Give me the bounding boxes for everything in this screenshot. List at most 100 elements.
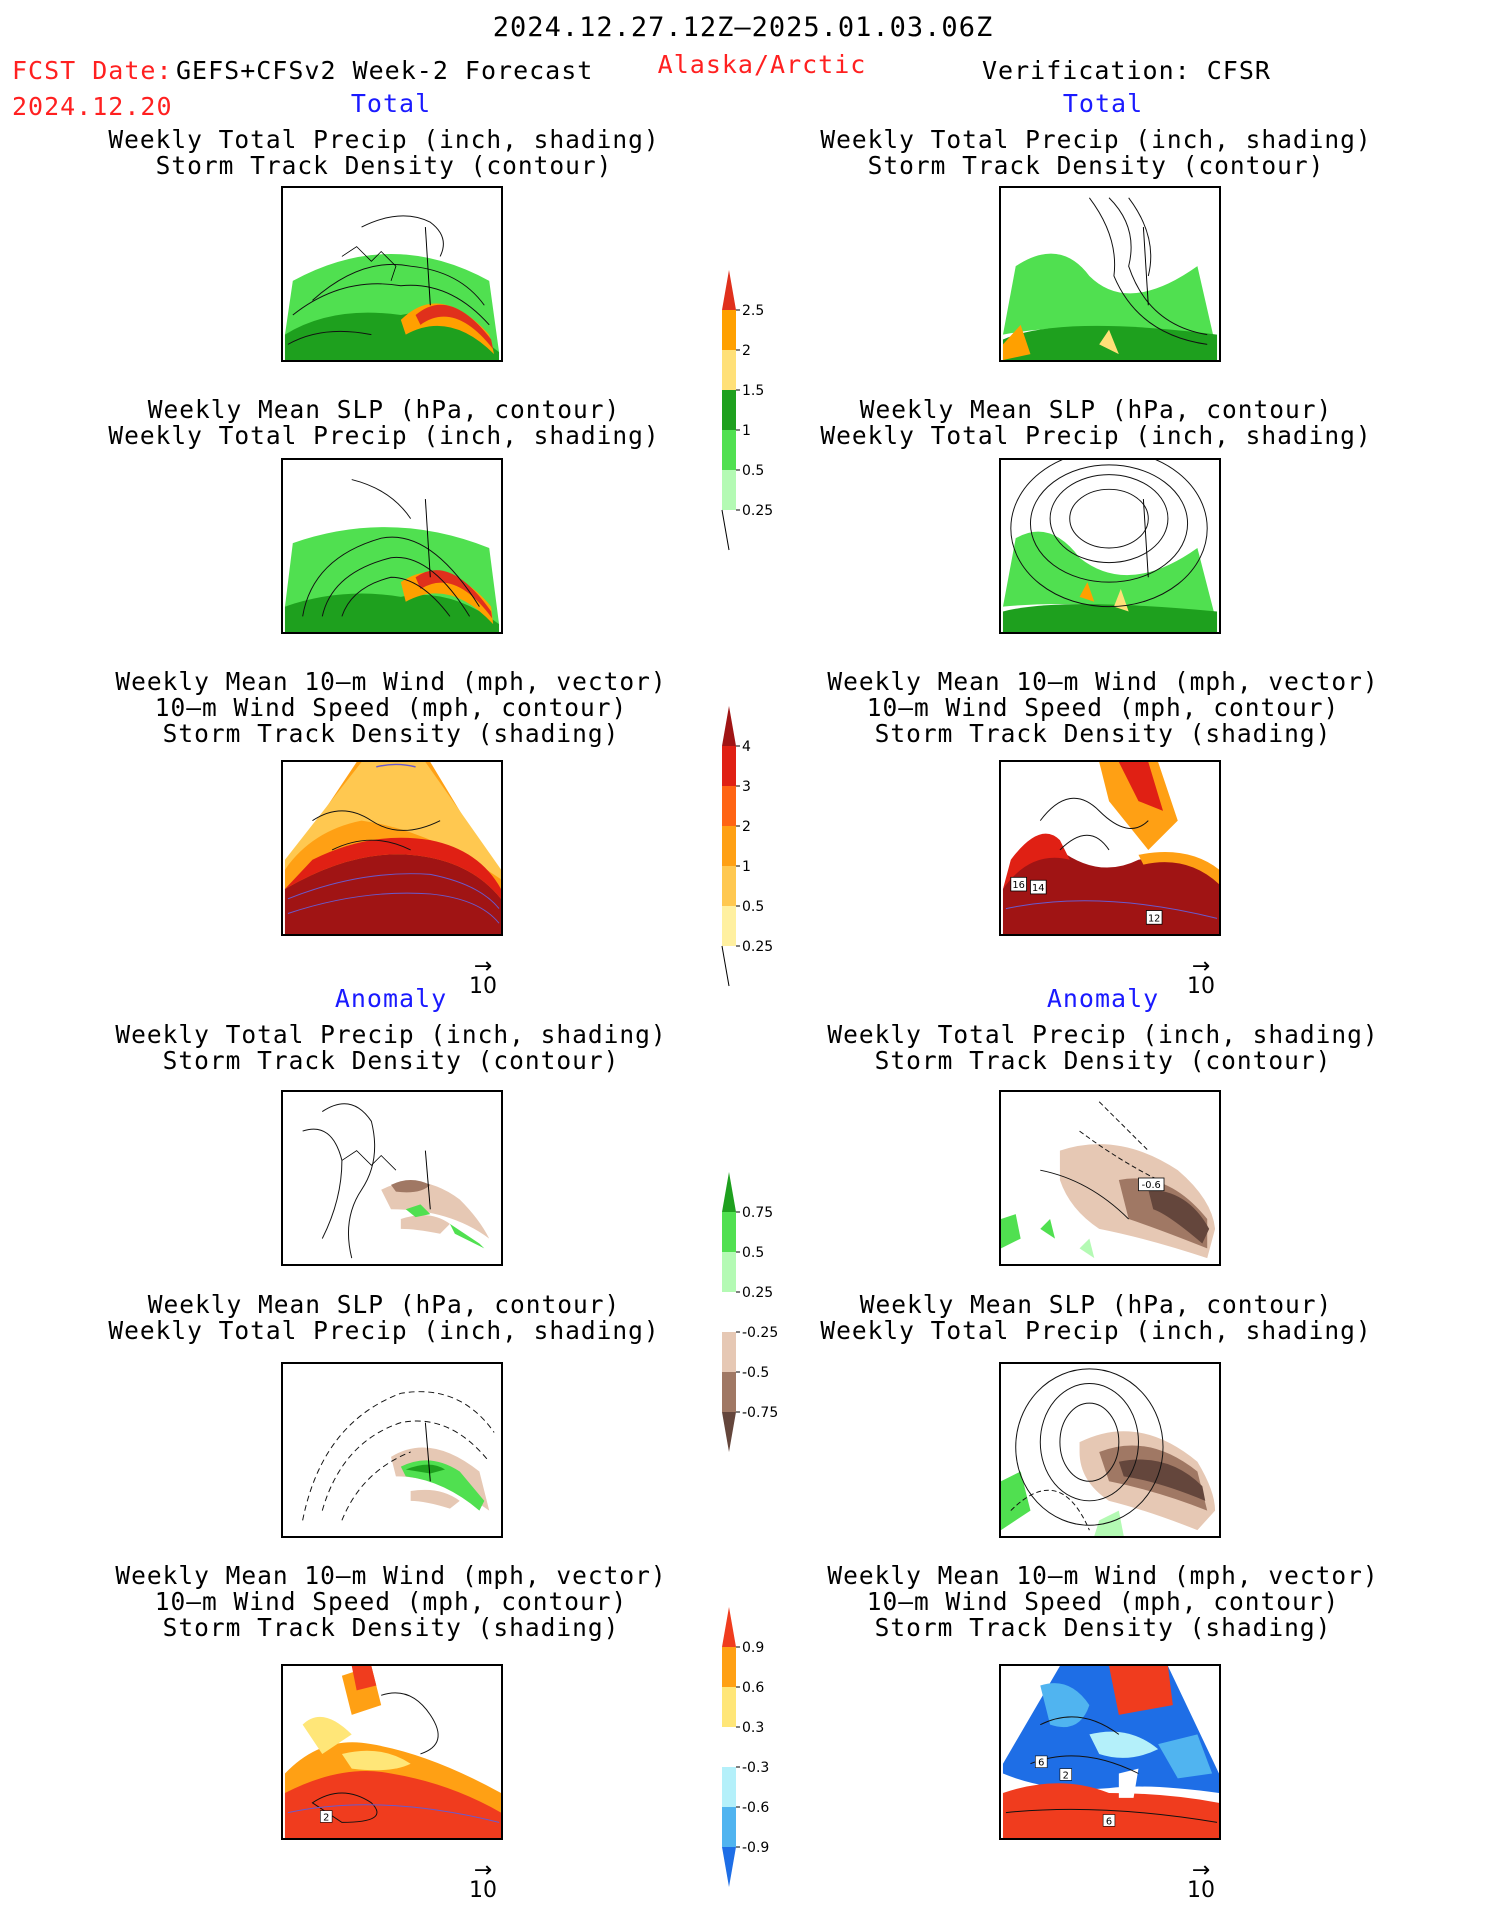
title-fcst-precip-anom: Weekly Total Precip (inch, shading) Stor… — [115, 1022, 666, 1074]
title-line: Storm Track Density (shading) — [162, 1613, 620, 1642]
colorbar-segment — [722, 1412, 736, 1452]
colorbar-segment — [722, 350, 736, 390]
colorbar-segment — [722, 1807, 736, 1847]
colorbar-label: 2 — [742, 343, 751, 359]
title-line: Storm Track Density (contour) — [162, 1046, 620, 1075]
region-label: Alaska/Arctic — [657, 50, 867, 79]
colorbar-label: 0.6 — [742, 1680, 764, 1696]
colorbar-label: 2.5 — [742, 303, 764, 319]
colorbar-segment — [722, 1372, 736, 1412]
title-line: 10–m Wind Speed (mph, contour) — [866, 693, 1340, 722]
title-obs-precip-anom: Weekly Total Precip (inch, shading) Stor… — [827, 1022, 1378, 1074]
map-fcst-precip-anom — [281, 1090, 503, 1266]
arrow-right-icon: → — [1191, 1858, 1211, 1883]
colorbar-segment — [722, 1647, 736, 1687]
colorbar-storm-anom: 0.9 0.6 0.3 -0.3 -0.6 -0.9 — [722, 1607, 792, 1887]
vector-ref-value: 10 — [1187, 974, 1215, 999]
colorbar-label: 0.75 — [742, 1205, 773, 1221]
title-line: Storm Track Density (contour) — [155, 151, 613, 180]
colorbar-segment — [722, 1687, 736, 1727]
contour-label: -0.6 — [1142, 1180, 1161, 1191]
colorbar-label: -0.5 — [742, 1365, 769, 1381]
arrow-right-icon: → — [1191, 954, 1211, 979]
vector-ref-fcst-anom: → 10 — [463, 1858, 503, 1904]
colorbar-label: 1 — [742, 423, 751, 439]
colorbar-label: 1.5 — [742, 383, 764, 399]
vector-ref-obs-total: → 10 — [1181, 954, 1221, 1000]
colorbar-segment — [722, 1212, 736, 1252]
colorbar-label: 1 — [742, 859, 751, 875]
colorbar-label: 0.25 — [742, 1285, 773, 1301]
title-line: Weekly Mean 10–m Wind (mph, vector) — [115, 1561, 667, 1590]
colorbar-label: 0.25 — [742, 503, 773, 519]
colorbar-segment — [722, 1847, 736, 1887]
map-fcst-wind-anom: 2 — [281, 1664, 503, 1840]
colorbar-label: 0.5 — [742, 1245, 764, 1261]
colorbar-segment — [722, 1252, 736, 1292]
title-obs-wind-anom: Weekly Mean 10–m Wind (mph, vector) 10–m… — [827, 1563, 1378, 1641]
colorbar-segment — [722, 1727, 736, 1767]
title-fcst-precip-total: Weekly Total Precip (inch, shading) Stor… — [108, 127, 659, 179]
colorbar-label: 2 — [742, 819, 751, 835]
title-line: Weekly Mean SLP (hPa, contour) — [859, 395, 1333, 424]
title-fcst-wind-total: Weekly Mean 10–m Wind (mph, vector) 10–m… — [115, 669, 666, 747]
colorbar-label: 4 — [742, 739, 751, 755]
title-line: Storm Track Density (contour) — [867, 151, 1325, 180]
title-line: Weekly Total Precip (inch, shading) — [820, 421, 1372, 450]
colorbar-precip-anom: 0.75 0.5 0.25 -0.25 -0.5 -0.75 — [722, 1172, 792, 1452]
title-obs-slp-anom: Weekly Mean SLP (hPa, contour) Weekly To… — [820, 1292, 1371, 1344]
map-obs-slp-total — [999, 458, 1221, 634]
section-anomaly-left: Anomaly — [334, 984, 448, 1013]
section-total-left: Total — [350, 89, 432, 118]
map-fcst-precip-total — [281, 186, 503, 362]
colorbar-label: 0.5 — [742, 463, 764, 479]
colorbar-label: 0.9 — [742, 1640, 764, 1656]
colorbar-segment — [722, 1292, 736, 1332]
colorbar-label: -0.25 — [742, 1325, 778, 1341]
colorbar-segment — [722, 470, 736, 510]
colorbar-segment — [722, 706, 736, 746]
title-line: Weekly Total Precip (inch, shading) — [115, 1020, 667, 1049]
title-line: Storm Track Density (contour) — [874, 1046, 1332, 1075]
title-line: Weekly Total Precip (inch, shading) — [108, 125, 660, 154]
contour-label: 6 — [1038, 1758, 1044, 1769]
title-fcst-wind-anom: Weekly Mean 10–m Wind (mph, vector) 10–m… — [115, 1563, 666, 1641]
title-line: Weekly Mean 10–m Wind (mph, vector) — [115, 667, 667, 696]
title-fcst-slp-total: Weekly Mean SLP (hPa, contour) Weekly To… — [108, 397, 659, 449]
vector-ref-value: 10 — [1187, 1878, 1215, 1903]
title-obs-slp-total: Weekly Mean SLP (hPa, contour) Weekly To… — [820, 397, 1371, 449]
title-line: Weekly Total Precip (inch, shading) — [827, 1020, 1379, 1049]
title-line: Weekly Total Precip (inch, shading) — [108, 421, 660, 450]
vector-ref-value: 10 — [469, 1878, 497, 1903]
title-line: Weekly Mean SLP (hPa, contour) — [859, 1290, 1333, 1319]
title-line: Storm Track Density (shading) — [162, 719, 620, 748]
colorbar-label: 0.3 — [742, 1720, 764, 1736]
title-line: Weekly Total Precip (inch, shading) — [108, 1316, 660, 1345]
map-fcst-slp-anom — [281, 1362, 503, 1538]
title-line: 10–m Wind Speed (mph, contour) — [154, 693, 628, 722]
colorbar-segment — [722, 746, 736, 786]
colorbar-label: 0.25 — [742, 939, 773, 955]
contour-label: 12 — [1148, 913, 1160, 924]
section-anomaly-right: Anomaly — [1046, 984, 1160, 1013]
vector-ref-obs-anom: → 10 — [1181, 1858, 1221, 1904]
colorbar-label: -0.75 — [742, 1405, 778, 1421]
title-line: Storm Track Density (shading) — [874, 1613, 1332, 1642]
section-total-right: Total — [1062, 89, 1144, 118]
colorbar-label: -0.3 — [742, 1760, 769, 1776]
colorbar-label: 0.5 — [742, 899, 764, 915]
title-line: Weekly Total Precip (inch, shading) — [820, 1316, 1372, 1345]
colorbar-segment — [722, 1767, 736, 1807]
map-obs-precip-anom: -0.6 — [999, 1090, 1221, 1266]
colorbar-label: 3 — [742, 779, 751, 795]
arrow-right-icon: → — [473, 1858, 493, 1883]
colorbar-segment — [722, 310, 736, 350]
fcst-date-label: FCST Date: — [12, 56, 173, 85]
fcst-model-label: GEFS+CFSv2 Week-2 Forecast — [176, 56, 594, 85]
title-line: Weekly Mean SLP (hPa, contour) — [147, 395, 621, 424]
contour-label: 2 — [323, 1812, 329, 1823]
map-obs-wind-anom: 6 2 6 — [999, 1664, 1221, 1840]
colorbar-segment — [722, 826, 736, 866]
map-obs-slp-anom — [999, 1362, 1221, 1538]
contour-label: 2 — [1063, 1770, 1069, 1781]
